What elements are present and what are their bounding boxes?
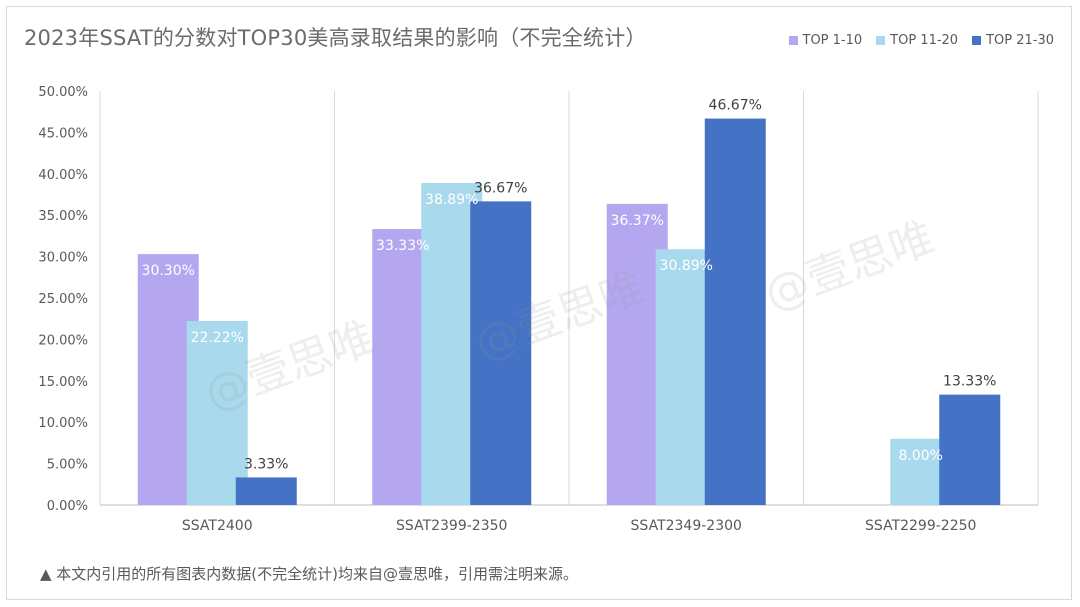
x-tick-label: SSAT2349-2300 [631,518,742,534]
legend-item-top21-30: TOP 21-30 [972,33,1054,48]
legend-item-top11-20: TOP 11-20 [876,33,958,48]
legend-swatch-top11-20 [876,36,886,45]
x-tick-label: SSAT2299-2250 [865,518,976,534]
y-tick-label: 45.00% [38,126,88,141]
y-tick-label: 35.00% [38,209,88,224]
y-tick-label: 25.00% [38,292,88,307]
data-label: 38.89% [425,192,478,208]
chart-title: 2023年SSAT的分数对TOP30美高录取结果的影响（不完全统计） [24,26,647,50]
data-label: 30.30% [142,263,195,279]
chart-frame [6,6,1072,600]
y-tick-label: 5.00% [47,458,88,473]
y-tick-label: 20.00% [38,333,88,348]
y-tick-label: 10.00% [38,416,88,431]
data-label: 33.33% [376,238,429,254]
data-label: 3.33% [244,456,288,472]
legend: TOP 1-10 TOP 11-20 TOP 21-30 [788,33,1054,48]
legend-label-top1-10: TOP 1-10 [802,33,863,48]
data-label: 22.22% [191,330,244,346]
footnote: ▲ 本文内引用的所有图表内数据(不完全统计)均来自@壹思唯，引用需注明来源。 [40,565,579,583]
legend-swatch-top1-10 [788,36,798,45]
data-label: 8.00% [899,448,943,464]
y-tick-label: 0.00% [47,499,88,514]
data-label: 13.33% [943,374,996,390]
bar-3-1 [235,477,297,505]
bar-3-3 [704,118,766,506]
data-label: 30.89% [660,258,713,274]
legend-item-top1-10: TOP 1-10 [788,33,863,48]
bar-3-2 [470,201,532,505]
x-tick-label: SSAT2400 [182,518,253,534]
legend-swatch-top21-30 [972,36,982,45]
bar-3-4 [939,394,1001,505]
legend-label-top11-20: TOP 11-20 [890,33,959,48]
y-tick-label: 50.00% [38,85,88,100]
y-tick-label: 15.00% [38,375,88,390]
bar-2-1 [186,321,248,505]
legend-label-top21-30: TOP 21-30 [986,33,1054,48]
x-tick-label: SSAT2399-2350 [396,518,507,534]
data-label: 46.67% [709,98,762,114]
y-tick-label: 30.00% [38,251,88,266]
data-label: 36.37% [611,213,664,229]
data-label: 36.67% [474,180,527,196]
y-tick-label: 40.00% [38,168,88,183]
